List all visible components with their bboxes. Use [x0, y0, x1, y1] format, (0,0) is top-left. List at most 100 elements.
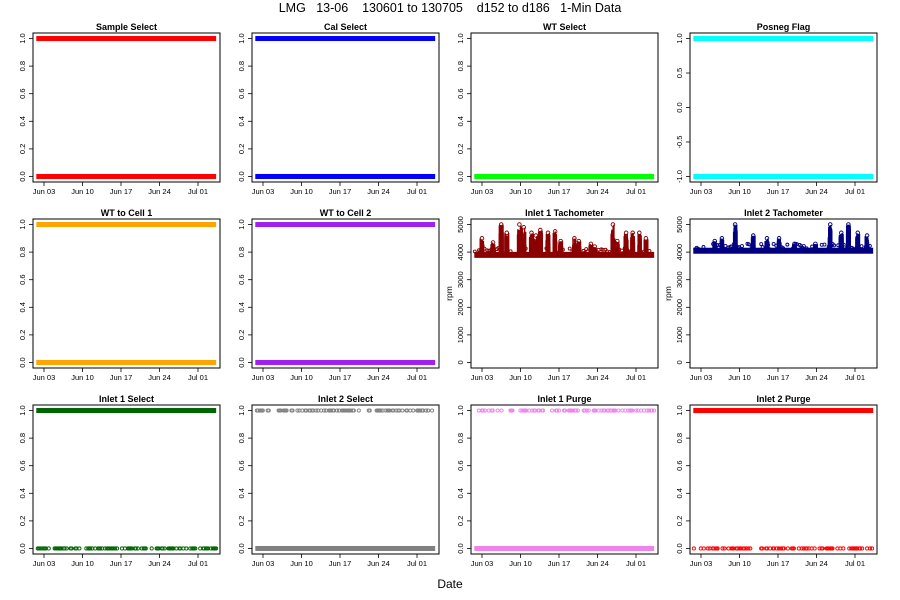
data-point [764, 236, 770, 241]
data-points [36, 222, 217, 365]
data-point [351, 408, 356, 413]
y-tick-label: 0.2 [456, 144, 465, 154]
data-point [622, 246, 627, 250]
x-tick-label: Jun 24 [367, 373, 390, 382]
y-tick-label: 0.4 [237, 116, 246, 126]
data-point [801, 244, 806, 249]
data-point [585, 249, 590, 254]
data-point [213, 546, 219, 551]
x-tick-label: Jun 10 [290, 559, 313, 568]
data-point [162, 546, 167, 551]
data-points [36, 36, 217, 179]
panel-title: Inlet 1 Tachometer [525, 208, 604, 218]
y-axis-label: rpm [444, 286, 454, 301]
data-point [610, 222, 616, 227]
data-point [492, 249, 497, 254]
data-point [759, 242, 764, 247]
y-tick-label: 0.2 [18, 330, 27, 340]
data-point-band [36, 359, 217, 365]
data-point-band [36, 36, 217, 42]
x-tick-label: Jun 03 [33, 373, 56, 382]
y-tick-label: 0.6 [18, 460, 27, 470]
data-point [482, 246, 487, 251]
y-tick-label: 3000 [456, 271, 465, 288]
data-point [771, 242, 776, 246]
data-point [552, 249, 557, 254]
x-tick-label: Jul 01 [188, 373, 208, 382]
y-tick-label: 0.4 [456, 116, 465, 126]
y-tick-label: 0.0 [18, 543, 27, 553]
data-point [88, 546, 93, 551]
data-point [814, 247, 819, 252]
data-point [615, 238, 620, 244]
data-point [651, 408, 657, 413]
y-tick-label: 0.6 [456, 460, 465, 470]
data-point [774, 546, 780, 551]
y-tick-label: 0.0 [675, 543, 684, 553]
data-point-band [255, 36, 436, 42]
data-point [711, 242, 716, 246]
plot-frame [32, 32, 221, 183]
x-tick-label: Jun 17 [110, 559, 133, 568]
data-point-band [693, 247, 874, 254]
y-tick-label: -0.5 [675, 136, 684, 149]
data-point [193, 546, 198, 551]
x-tick-label: Jul 01 [188, 187, 208, 196]
x-tick-label: Jul 01 [845, 559, 865, 568]
chart-panel-5: WT to Cell 1 0.0 0.2 0.4 0.6 0.8 1.0 Jun 03 Jun … [18, 208, 221, 382]
data-point [738, 247, 743, 252]
data-point [715, 546, 720, 551]
data-point-band [474, 251, 655, 258]
plot-frame [470, 404, 659, 555]
chart-panel-10: Inlet 2 Select 0.0 0.2 0.4 0.6 0.8 1.0 Jun 03 Ju… [237, 394, 440, 568]
data-point [521, 225, 527, 230]
x-tick-label: Jun 03 [252, 373, 275, 382]
data-point [718, 242, 722, 247]
data-point [832, 243, 837, 248]
data-point [630, 230, 635, 236]
data-point [838, 230, 844, 236]
data-point [558, 238, 563, 244]
data-point-band [693, 36, 874, 42]
y-tick-label: -1.0 [675, 170, 684, 183]
data-point [573, 246, 578, 251]
x-tick-label: Jun 24 [805, 187, 828, 196]
data-point [860, 546, 865, 551]
data-points [691, 408, 875, 551]
data-point [776, 546, 782, 551]
x-tick-label: Jun 03 [252, 187, 275, 196]
panel-title: Posneg Flag [757, 22, 811, 32]
data-point [541, 408, 546, 413]
chart-panel-1: Sample Select 0.0 0.2 0.4 0.6 0.8 1.0 Jun 03 Jun… [18, 22, 221, 196]
data-point [562, 408, 567, 413]
data-point [643, 236, 649, 241]
y-tick-label: 0.2 [18, 144, 27, 154]
y-tick-label: 0.2 [237, 144, 246, 154]
data-point [482, 408, 487, 413]
data-points [693, 222, 874, 254]
y-tick-label: 0.8 [18, 61, 27, 71]
data-point [69, 546, 74, 551]
data-point [567, 246, 572, 251]
data-point [799, 546, 804, 551]
data-points [474, 408, 657, 551]
data-point [588, 241, 594, 247]
y-tick-label: 0.4 [237, 302, 246, 312]
x-tick-label: Jun 24 [586, 187, 609, 196]
chart-panel-4: Posneg Flag -1.0 -0.5 0.0 0.5 1.0 Jun 03 Jun 10… [675, 22, 878, 196]
data-points [255, 222, 436, 365]
data-point [748, 546, 753, 551]
chart-panel-7: Inlet 1 Tachometer 0 1000 2000 3000 4000 5000 r… [444, 208, 659, 382]
data-point [554, 408, 560, 413]
plot-frame [251, 218, 440, 369]
data-point [744, 546, 749, 551]
data-point [620, 248, 624, 253]
data-point [114, 546, 120, 551]
chart-panel-12: Inlet 2 Purge 0.0 0.2 0.4 0.6 0.8 1.0 Jun 03 Jun… [675, 394, 878, 568]
y-tick-label: 1.0 [237, 33, 246, 43]
y-tick-label: 0.4 [675, 488, 684, 498]
data-point [572, 236, 577, 241]
data-point [499, 222, 504, 227]
y-tick-label: 0.8 [456, 61, 465, 71]
y-tick-label: 0.0 [18, 357, 27, 367]
